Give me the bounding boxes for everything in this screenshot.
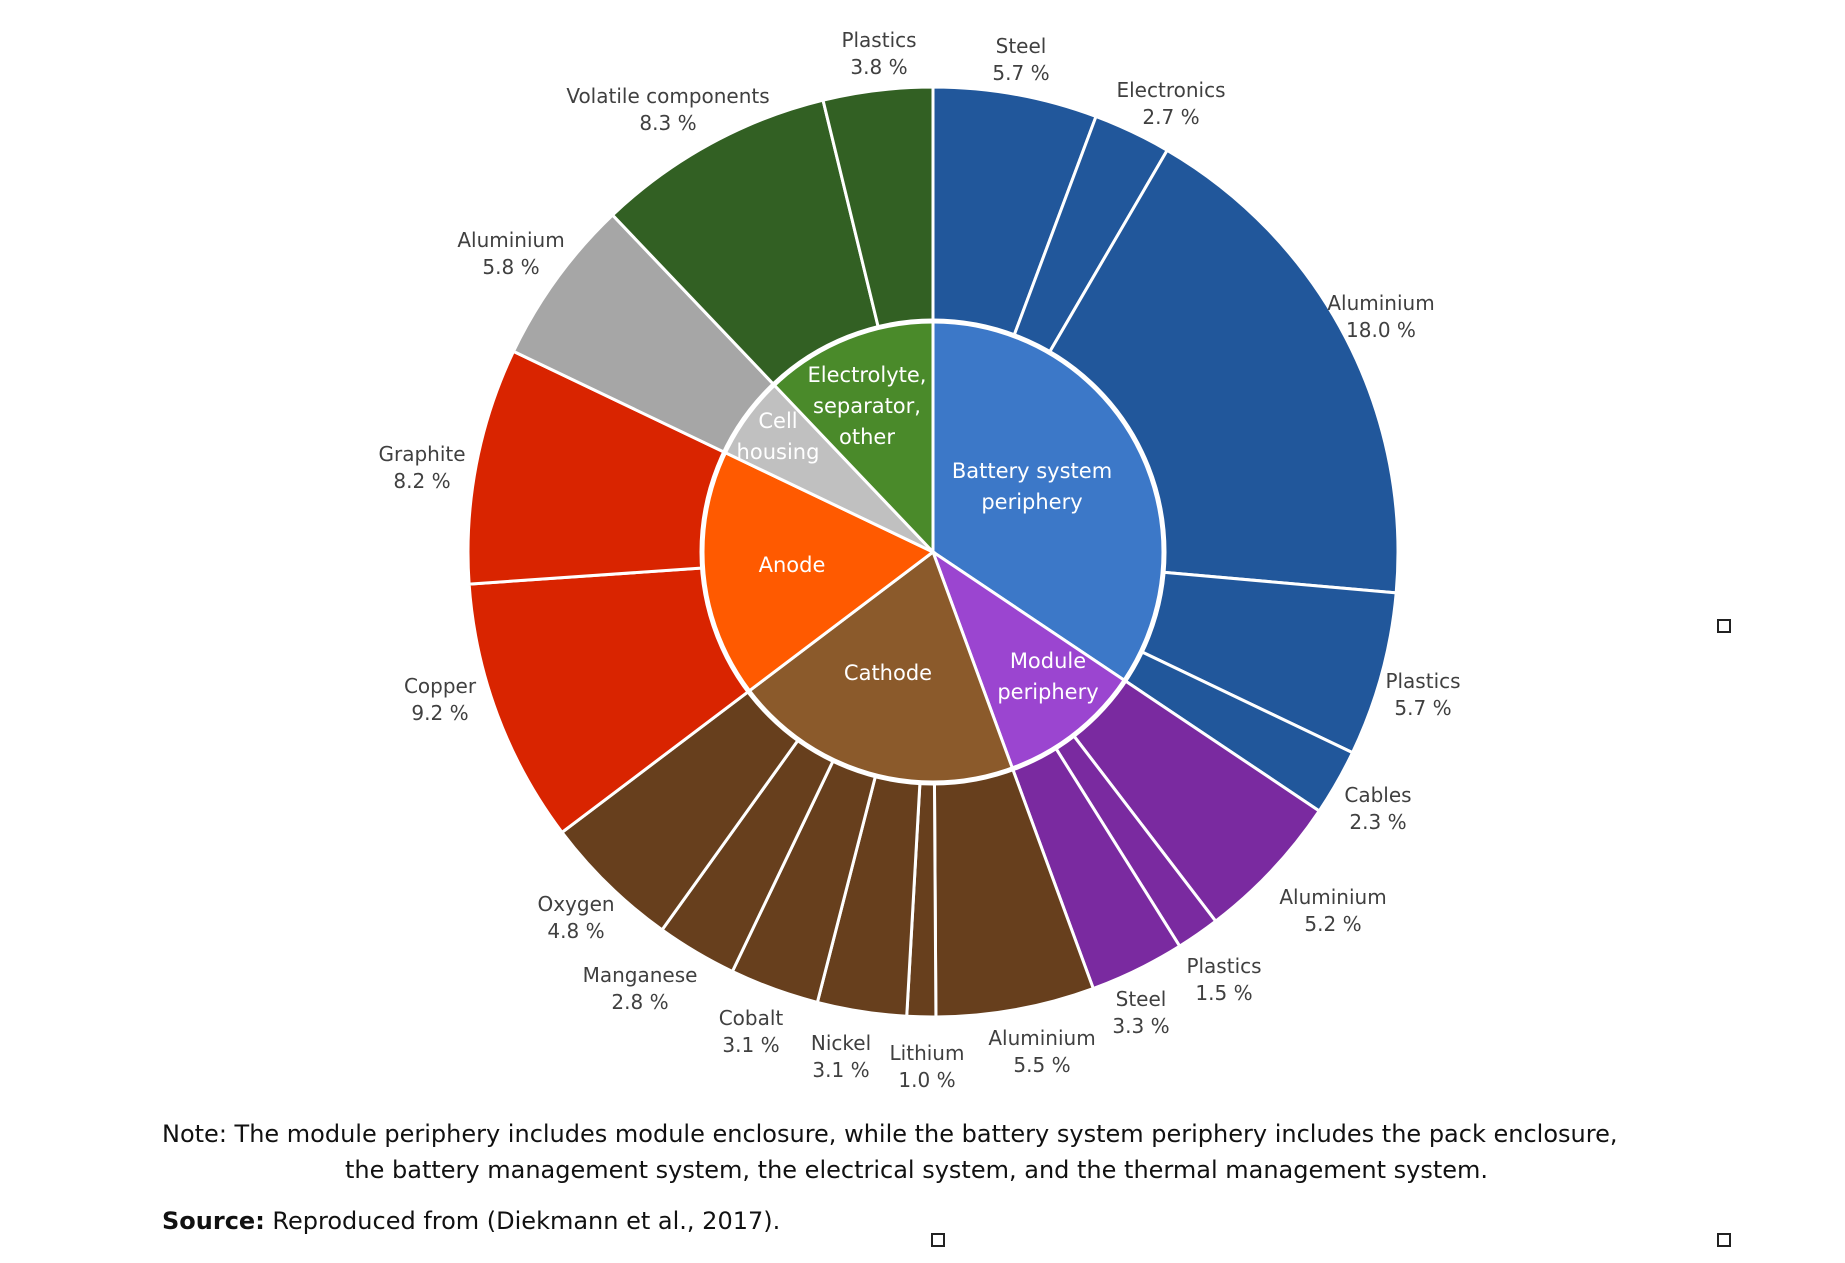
- note-line-1: Note: The module periphery includes modu…: [162, 1120, 1618, 1148]
- category-label: Electrolyte, separator, other: [808, 363, 927, 449]
- segment-label: Plastics 5.7 %: [1385, 669, 1460, 720]
- segment-label: Lithium 1.0 %: [890, 1041, 965, 1092]
- segment-label: Oxygen 4.8 %: [537, 892, 614, 943]
- segment-label: Volatile components 8.3 %: [566, 84, 769, 135]
- segment-label: Manganese 2.8 %: [583, 963, 698, 1014]
- category-label: Cell housing: [737, 409, 820, 464]
- segment-label: Aluminium 5.5 %: [988, 1026, 1095, 1077]
- segment-label: Cobalt 3.1 %: [719, 1006, 784, 1057]
- segment-label: Steel 3.3 %: [1112, 987, 1169, 1038]
- placeholder-box: [1717, 619, 1731, 633]
- segment-label: Aluminium 5.8 %: [457, 228, 564, 279]
- segment-label: Aluminium 5.2 %: [1279, 885, 1386, 936]
- placeholder-box: [1717, 1233, 1731, 1247]
- category-label: Anode: [759, 553, 826, 577]
- source-line: Source: Reproduced from (Diekmann et al.…: [162, 1207, 780, 1235]
- source-label: Source:: [162, 1207, 265, 1235]
- segment-label: Electronics 2.7 %: [1116, 78, 1225, 129]
- segment-label: Aluminium 18.0 %: [1327, 291, 1434, 342]
- segment-label: Cables 2.3 %: [1344, 783, 1411, 834]
- segment-label: Graphite 8.2 %: [378, 442, 465, 493]
- inner-ring-border: [699, 318, 1167, 786]
- placeholder-box: [931, 1233, 945, 1247]
- category-label: Cathode: [844, 661, 932, 685]
- source-text: Reproduced from (Diekmann et al., 2017).: [264, 1207, 781, 1235]
- segment-label: Plastics 1.5 %: [1186, 954, 1261, 1005]
- segment-label: Plastics 3.8 %: [841, 28, 916, 79]
- note-line-2: the battery management system, the elect…: [345, 1156, 1489, 1184]
- segment-label: Nickel 3.1 %: [811, 1031, 871, 1082]
- segment-label: Steel 5.7 %: [992, 34, 1049, 85]
- category-label: Module periphery: [997, 649, 1098, 704]
- segment-label: Copper 9.2 %: [404, 674, 477, 725]
- category-label: Battery system periphery: [952, 459, 1112, 514]
